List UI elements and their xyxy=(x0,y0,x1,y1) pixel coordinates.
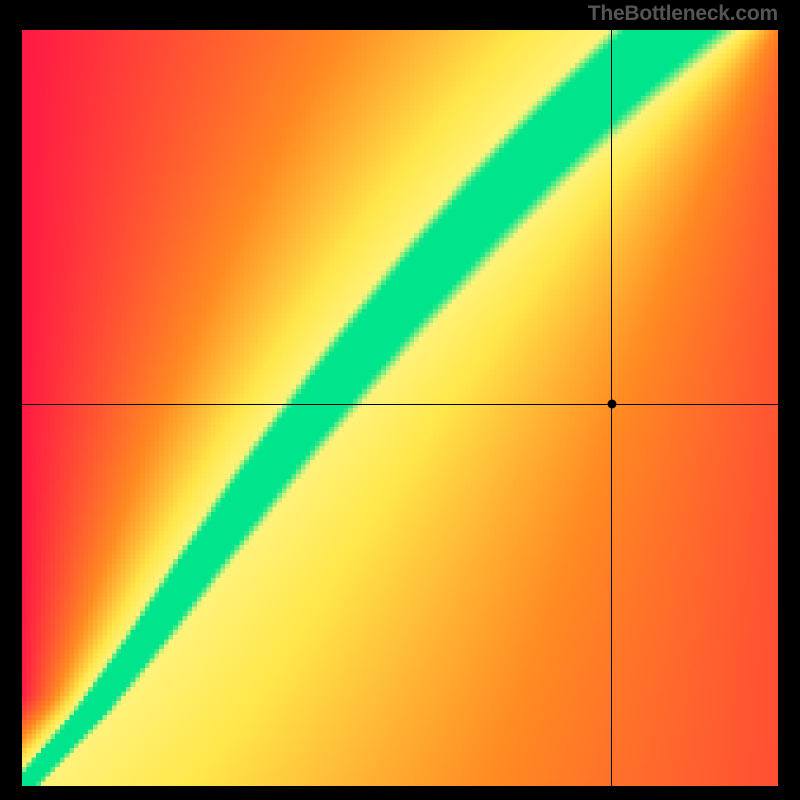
heatmap-canvas xyxy=(22,30,778,786)
crosshair-point xyxy=(607,400,616,409)
plot-area xyxy=(22,30,778,786)
chart-container: TheBottleneck.com xyxy=(0,0,800,800)
crosshair-horizontal xyxy=(22,404,778,405)
watermark-text: TheBottleneck.com xyxy=(588,2,778,26)
